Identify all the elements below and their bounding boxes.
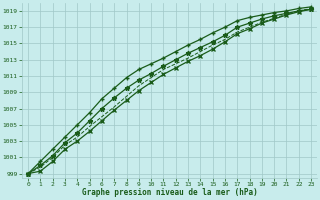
X-axis label: Graphe pression niveau de la mer (hPa): Graphe pression niveau de la mer (hPa) — [82, 188, 258, 197]
